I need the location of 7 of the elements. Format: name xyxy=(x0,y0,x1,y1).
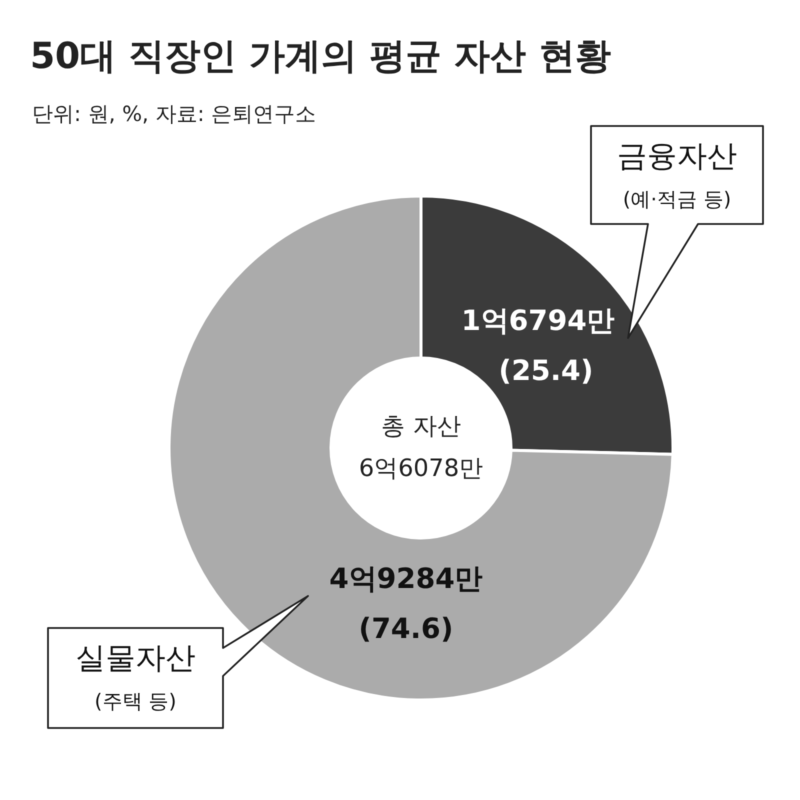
slice-label: 금융자산 (예·적금 등) xyxy=(617,139,737,211)
text: 총 자산 6억6078만 xyxy=(358,412,484,482)
slice-label: 실물자산 (주택 등) xyxy=(76,641,196,713)
chart-subtitle: 단위: 원, %, 자료: 은퇴연구소 xyxy=(32,102,316,126)
chart-title: 50대 직장인 가계의 평균 자산 현황 xyxy=(30,36,611,77)
data-label: 1억6794만 (25.4) xyxy=(461,304,615,387)
data-label: 4억9284만 (74.6) xyxy=(329,562,483,645)
